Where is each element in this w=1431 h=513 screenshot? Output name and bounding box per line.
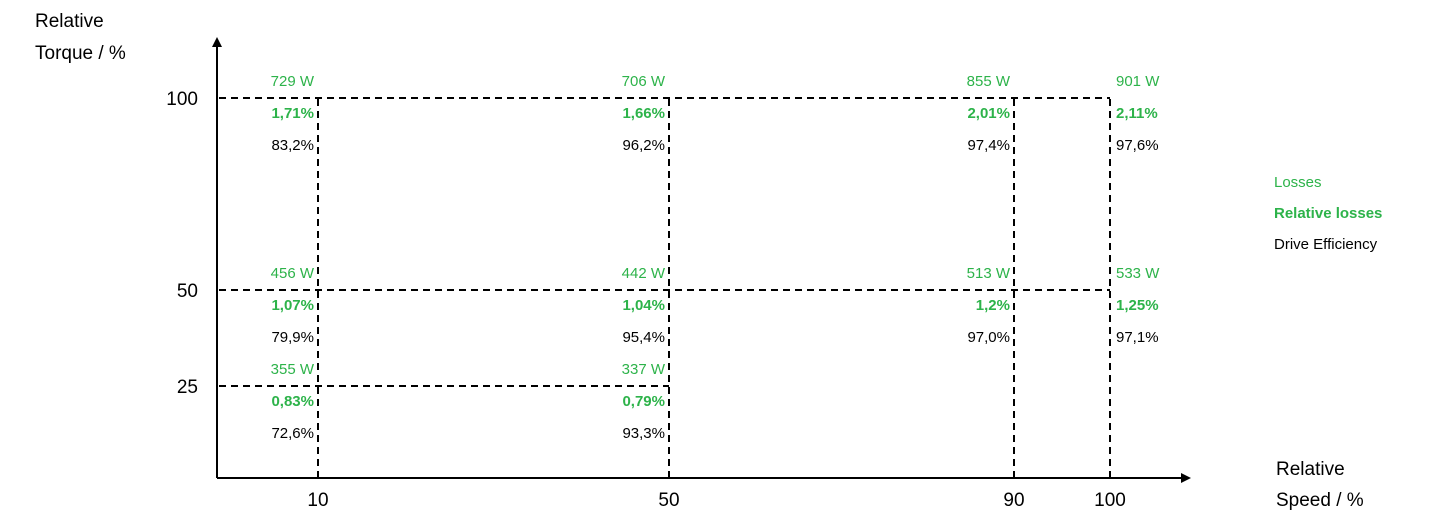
legend-entry: Losses: [1274, 174, 1322, 191]
x-tick-label: 50: [658, 490, 679, 511]
efficiency-label: 97,1%: [1116, 329, 1159, 346]
efficiency-label: 79,9%: [271, 329, 314, 346]
losses-label: 901 W: [1116, 73, 1160, 90]
y-axis-title-line: Torque / %: [35, 43, 126, 64]
relative-losses-label: 2,01%: [967, 105, 1010, 122]
relative-losses-label: 0,79%: [622, 393, 665, 410]
operating-point: 355 W 0,83% 72,6%: [271, 361, 315, 442]
efficiency-label: 72,6%: [271, 425, 314, 442]
efficiency-label: 93,3%: [622, 425, 665, 442]
x-axis-title-line: Speed / %: [1276, 490, 1364, 511]
operating-point: 706 W 1,66% 96,2%: [622, 73, 666, 154]
operating-point: 729 W 1,71% 83,2%: [271, 73, 315, 154]
legend: Losses Relative losses Drive Efficiency: [1274, 174, 1382, 253]
y-tick-label: 25: [177, 377, 198, 398]
y-tick-label: 100: [166, 89, 198, 110]
losses-label: 337 W: [622, 361, 666, 378]
losses-label: 442 W: [622, 265, 666, 282]
x-axis-title-line: Relative: [1276, 459, 1345, 480]
losses-label: 513 W: [967, 265, 1011, 282]
x-axis-title: Relative Speed / %: [1276, 459, 1364, 511]
relative-losses-label: 0,83%: [271, 393, 314, 410]
y-tick-labels: 25 50 100: [166, 89, 198, 398]
efficiency-label: 97,6%: [1116, 137, 1159, 154]
relative-losses-label: 1,71%: [271, 105, 314, 122]
operating-point: 513 W 1,2% 97,0%: [967, 265, 1011, 346]
data-labels: 729 W 1,71% 83,2% 706 W 1,66% 96,2% 855 W 2,01%…: [271, 73, 1161, 442]
x-tick-labels: 10 50 90 100: [307, 490, 1125, 511]
x-tick-label: 10: [307, 490, 328, 511]
relative-losses-label: 2,11%: [1116, 105, 1158, 122]
legend-entry: Relative losses: [1274, 205, 1382, 222]
relative-losses-label: 1,07%: [271, 297, 314, 314]
efficiency-label: 96,2%: [622, 137, 665, 154]
y-tick-label: 50: [177, 281, 198, 302]
x-tick-label: 90: [1003, 490, 1024, 511]
efficiency-label: 97,4%: [967, 137, 1010, 154]
efficiency-label: 95,4%: [622, 329, 665, 346]
x-tick-label: 100: [1094, 490, 1126, 511]
losses-label: 706 W: [622, 73, 666, 90]
losses-label: 729 W: [271, 73, 315, 90]
losses-label: 456 W: [271, 265, 315, 282]
relative-losses-label: 1,66%: [622, 105, 665, 122]
operating-point: 901 W 2,11% 97,6%: [1116, 73, 1160, 154]
losses-label: 355 W: [271, 361, 315, 378]
operating-point: 456 W 1,07% 79,9%: [271, 265, 315, 346]
y-axis-title: Relative Torque / %: [35, 11, 126, 64]
operating-point: 442 W 1,04% 95,4%: [622, 265, 666, 346]
losses-label: 855 W: [967, 73, 1011, 90]
losses-label: 533 W: [1116, 265, 1160, 282]
relative-losses-label: 1,2%: [976, 297, 1010, 314]
legend-entry: Drive Efficiency: [1274, 236, 1378, 253]
efficiency-label: 83,2%: [271, 137, 314, 154]
relative-losses-label: 1,04%: [622, 297, 665, 314]
y-axis-title-line: Relative: [35, 11, 104, 32]
grid-lines: [219, 97, 1111, 478]
operating-point: 533 W 1,25% 97,1%: [1116, 265, 1160, 346]
efficiency-label: 97,0%: [967, 329, 1010, 346]
operating-point: 855 W 2,01% 97,4%: [967, 73, 1011, 154]
operating-point: 337 W 0,79% 93,3%: [622, 361, 666, 442]
relative-losses-label: 1,25%: [1116, 297, 1159, 314]
